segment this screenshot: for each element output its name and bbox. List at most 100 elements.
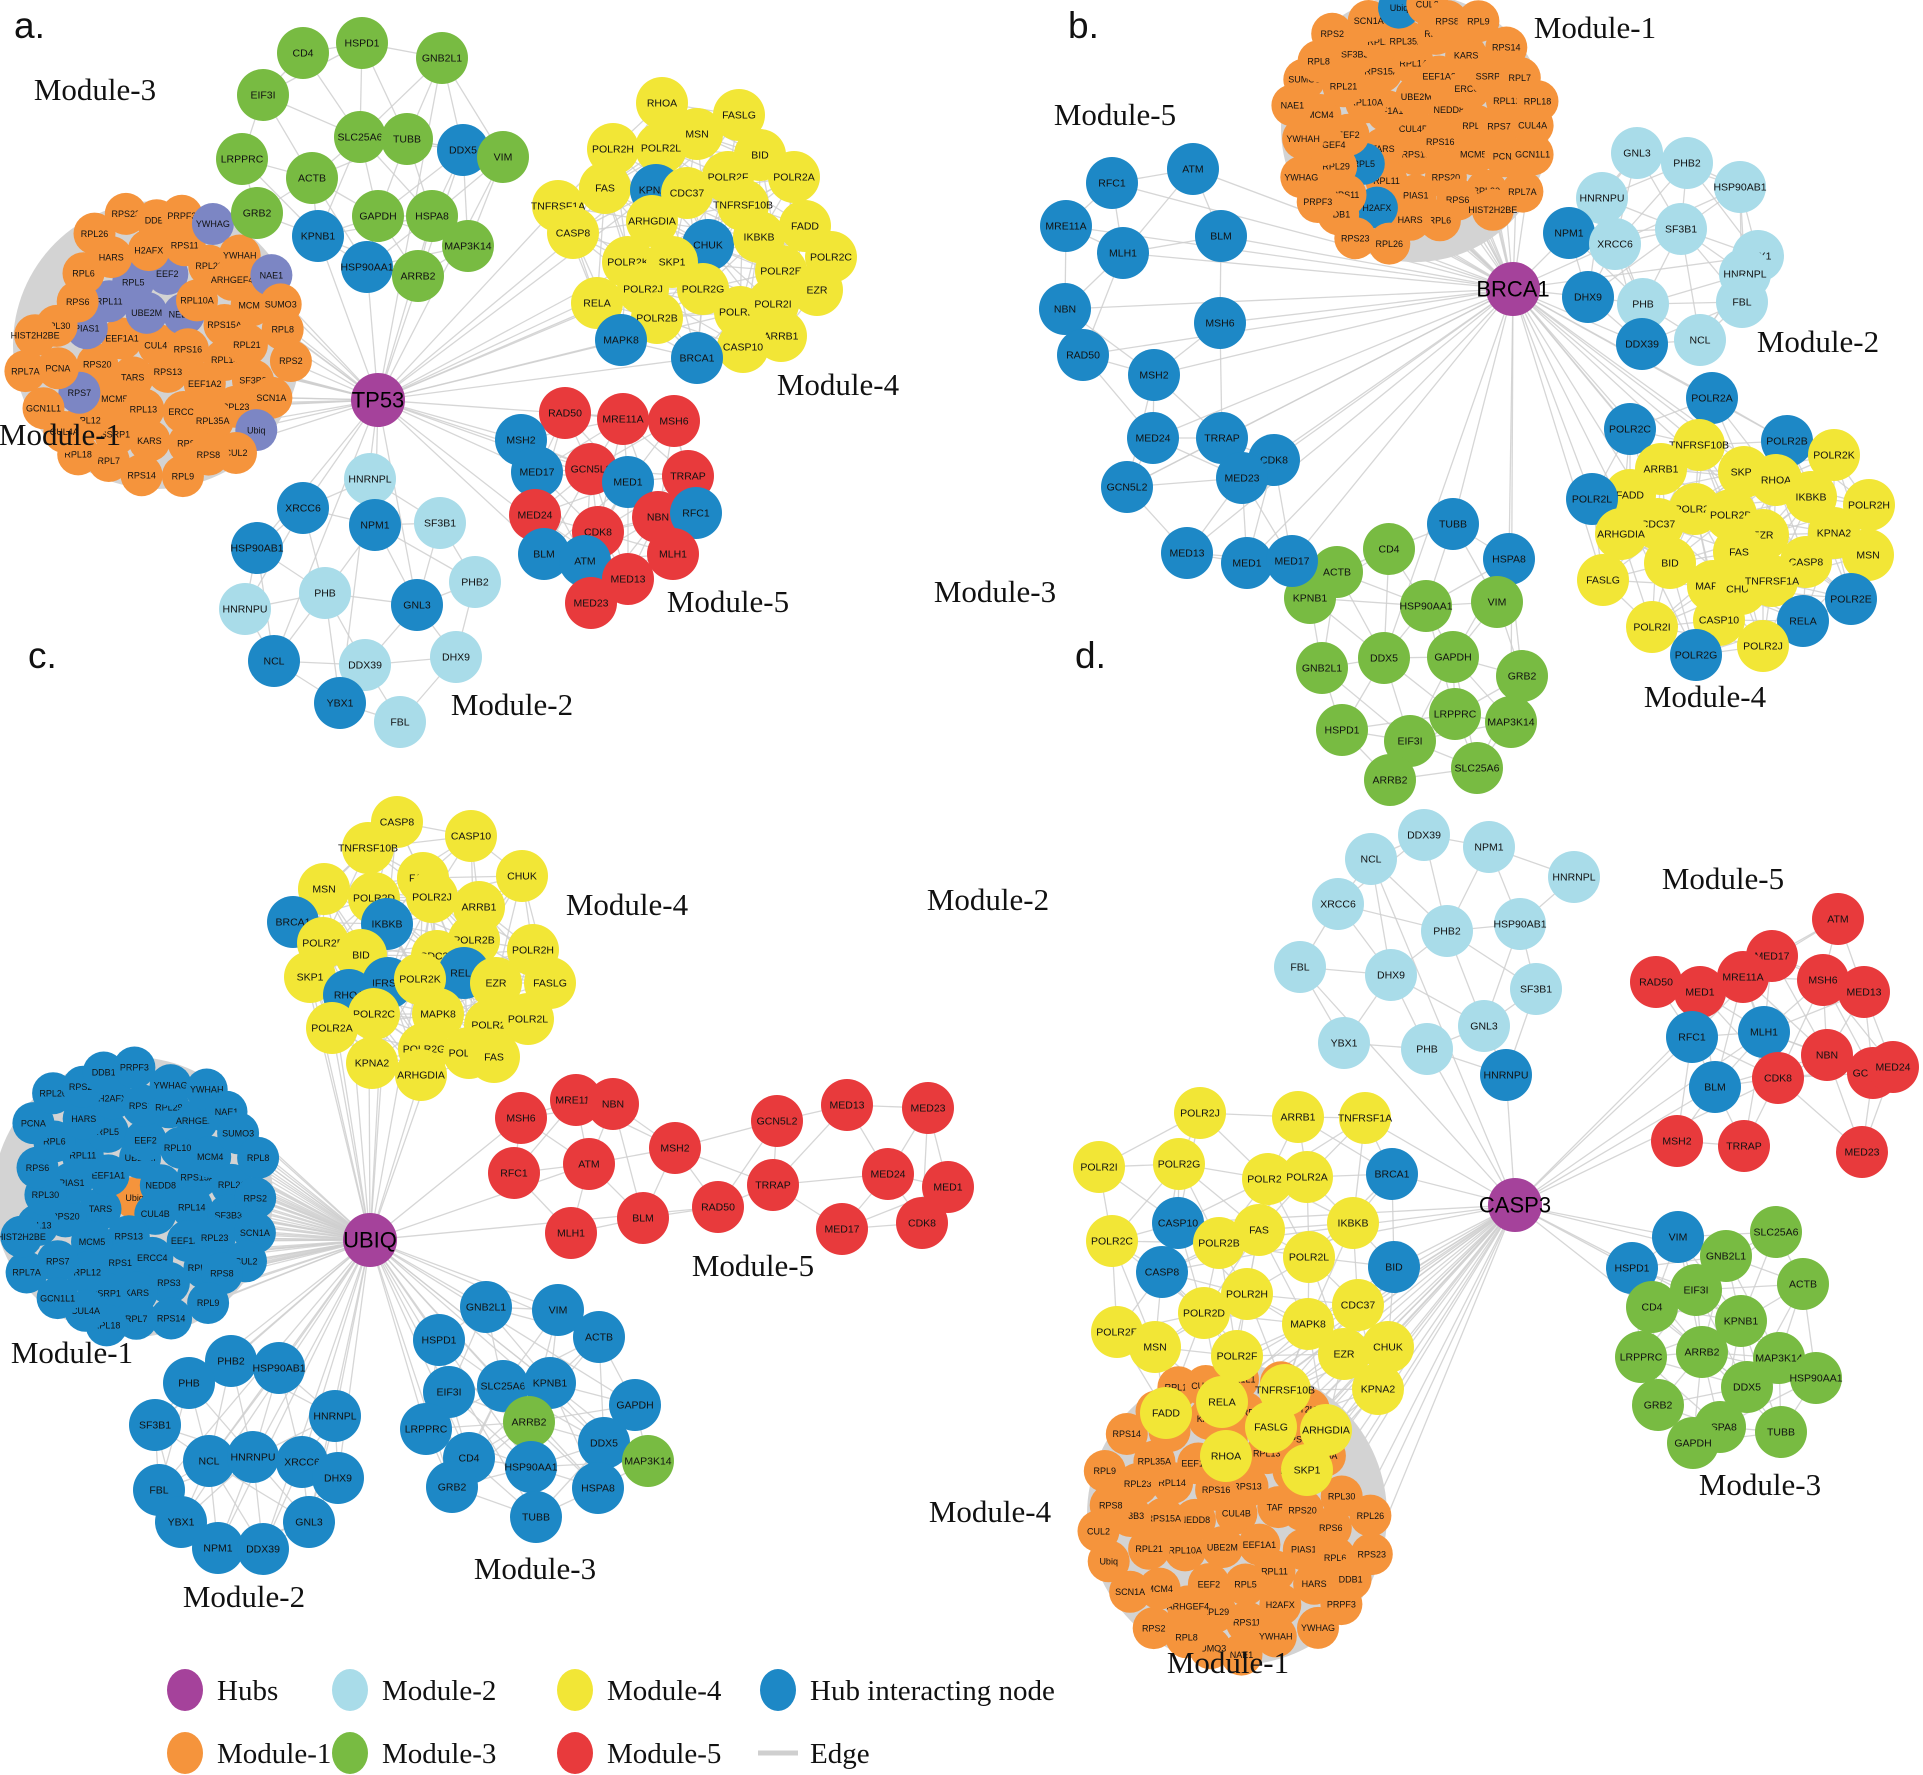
node-label: HSP90AA1 [1399, 601, 1452, 613]
node-MED13: MED13 [1838, 966, 1890, 1018]
node-label: NPM1 [1474, 842, 1503, 854]
module-label-d-Module-3: Module-3 [1699, 1467, 1821, 1502]
node-HSP90AB1: HSP90AB1 [230, 522, 284, 574]
node-label: RPL13 [130, 405, 158, 415]
node-EZR: EZR [1318, 1328, 1370, 1380]
node-label: NPM1 [203, 1543, 232, 1555]
node-label: RPL29 [1322, 162, 1350, 172]
node-label: SSRP1 [91, 1289, 121, 1299]
node-RAD50: RAD50 [1057, 329, 1109, 381]
node-label: NCL [263, 656, 284, 668]
node-ATM: ATM [1812, 893, 1864, 945]
node-RPS16: RPS16 [1419, 120, 1462, 163]
node-RPL26: RPL26 [73, 212, 116, 255]
node-label: NEDD8 [146, 1180, 177, 1190]
node-label: YWHAH [223, 251, 257, 261]
node-label: RPL10A [180, 296, 214, 306]
legend-item-module-2: Module-2 [332, 1669, 496, 1711]
node-label: POLR2E [1096, 1327, 1137, 1339]
node-label: GCN1L1 [1515, 150, 1550, 160]
node-label: TNFRSF1A [1745, 576, 1799, 588]
node-EIF3I: EIF3I [1670, 1264, 1722, 1316]
node-label: HSP90AB1 [252, 1363, 305, 1375]
node-label: HIST2H2BE [0, 1232, 46, 1242]
node-label: BID [1661, 558, 1679, 570]
node-label: HSPD1 [344, 38, 379, 50]
node-label: NAE1 [1281, 101, 1305, 111]
node-label: FBL [149, 1485, 168, 1497]
node-label: SF3B3 [239, 376, 267, 386]
node-label: DDX39 [1407, 830, 1441, 842]
hub-node-BRCA1: BRCA1 [1476, 262, 1550, 316]
node-NBN: NBN [587, 1078, 639, 1130]
node-label: YBX1 [327, 698, 354, 710]
node-label: POLR2D [1710, 510, 1752, 522]
hub-node-UBIQ: UBIQ [343, 1213, 397, 1267]
node-label: CUL4B [1399, 124, 1428, 134]
node-DDX5: DDX5 [1721, 1361, 1773, 1413]
node-label: RPS16 [174, 344, 203, 354]
node-RPL9: RPL9 [1083, 1450, 1126, 1492]
node-GRB2: GRB2 [1496, 650, 1548, 702]
node-label: LRPPRC [1434, 709, 1477, 721]
node-HNRNPU: HNRNPU [1480, 1049, 1532, 1101]
node-label: MLH1 [1750, 1027, 1778, 1039]
node-label: RPS13 [1402, 150, 1431, 160]
node-label: DDB1 [1339, 1574, 1363, 1584]
node-label: RPS2 [1320, 29, 1344, 39]
node-label: RPL23 [1124, 1479, 1152, 1489]
node-TRRAP: TRRAP [1196, 412, 1248, 464]
node-LRPPRC: LRPPRC [1615, 1331, 1667, 1383]
node-label: RPS23 [1341, 233, 1370, 243]
node-label: RPL6 [1324, 1553, 1347, 1563]
node-label: XRCC6 [285, 503, 321, 515]
node-label: EEF2 [156, 269, 179, 279]
node-POLR2L: POLR2L [635, 122, 687, 174]
node-label: DDX5 [449, 145, 477, 157]
node-label: ARRB2 [511, 1417, 546, 1429]
node-label: RPL10A [1349, 97, 1383, 107]
node-DDX39: DDX39 [1616, 318, 1668, 370]
node-label: BID [1385, 1262, 1403, 1274]
node-label: CASP8 [380, 817, 415, 829]
node-label: RPS7 [1487, 122, 1511, 132]
node-label: KPNA2 [355, 1058, 390, 1070]
node-label: RPS3 [157, 1278, 181, 1288]
node-label: TNFRSF10B [713, 200, 773, 212]
node-label: RPL7A [12, 1268, 41, 1278]
node-label: RPL29 [195, 261, 223, 271]
panel-letter-a: a. [14, 5, 45, 46]
node-label: POLR2I [754, 299, 791, 311]
node-ACTB: ACTB [573, 1311, 625, 1363]
node-label: RAD50 [701, 1202, 735, 1214]
node-NCL: NCL [1674, 314, 1726, 366]
node-KPNA2: KPNA2 [346, 1037, 398, 1089]
node-label: CDK8 [908, 1218, 936, 1230]
panel-letter-c: c. [28, 635, 57, 676]
node-label: MED13 [610, 574, 645, 586]
node-TARS: TARS [79, 1188, 122, 1230]
node-label: POLR2L [1289, 1252, 1329, 1264]
node-GNB2L1: GNB2L1 [416, 32, 468, 84]
node-POLR2A: POLR2A [1281, 1151, 1333, 1203]
node-label: CUL4A [1518, 120, 1547, 130]
node-label: RPS14 [127, 470, 156, 480]
node-label: POLR2A [311, 1023, 352, 1035]
node-label: HSPA8 [581, 1483, 615, 1495]
node-HSP90AA1: HSP90AA1 [1399, 580, 1453, 632]
node-label: SF3B3 [215, 1210, 243, 1220]
node-label: Ubiq [247, 425, 266, 435]
node-label: MED1 [1685, 987, 1714, 999]
node-label: YWHAH [1259, 1632, 1293, 1642]
node-label: POLR2J [1743, 641, 1783, 653]
node-HSP90AA1: HSP90AA1 [504, 1441, 558, 1493]
node-label: RPL11 [1261, 1566, 1288, 1576]
node-POLR2L: POLR2L [502, 993, 554, 1045]
node-MSH6: MSH6 [1797, 954, 1849, 1006]
node-RPL21: RPL21 [1128, 1527, 1171, 1570]
node-label: CASP8 [556, 228, 591, 240]
node-label: POLR2H [1226, 1289, 1268, 1301]
node-label: VIM [1488, 597, 1507, 609]
node-BLM: BLM [1195, 210, 1247, 262]
node-GNB2L1: GNB2L1 [1700, 1230, 1752, 1282]
